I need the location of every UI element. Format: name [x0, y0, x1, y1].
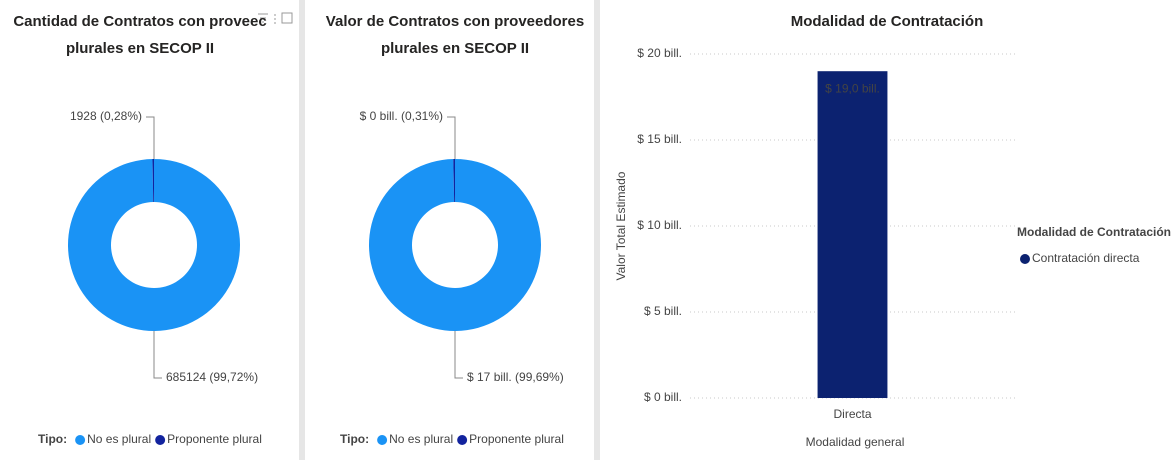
bar	[817, 71, 888, 398]
y-tick-label: $ 15 bill.	[637, 132, 682, 146]
focus-icon[interactable]	[281, 12, 293, 24]
legend-label: No es plural	[87, 432, 151, 446]
donut-slice	[67, 159, 240, 331]
y-tick-label: $ 20 bill.	[637, 46, 682, 60]
leader-line	[146, 116, 155, 159]
data-label: 1928 (0,28%)	[70, 109, 142, 123]
chart-title: Modalidad de Contratación	[791, 13, 984, 30]
data-label: $ 17 bill. (99,69%)	[467, 370, 564, 384]
data-label: $ 0 bill. (0,31%)	[360, 109, 443, 123]
x-tick-label: Directa	[833, 407, 871, 421]
y-axis-label: Valor Total Estimado	[614, 171, 628, 280]
data-label: 685124 (99,72%)	[166, 370, 258, 384]
legend-label: No es plural	[389, 432, 453, 446]
filter-icon[interactable]	[258, 13, 268, 23]
y-tick-label: $ 0 bill.	[644, 390, 682, 404]
legend-title: Tipo:	[340, 432, 369, 446]
leader-line	[447, 116, 456, 159]
chart-title: plurales en SECOP II	[381, 40, 529, 57]
donut-slice	[369, 159, 542, 331]
legend-marker	[75, 435, 86, 445]
chart-title: Valor de Contratos con proveedores	[326, 13, 584, 30]
legend-label: Proponente plural	[469, 432, 564, 446]
legend-title: Tipo:	[38, 432, 67, 446]
legend-label: Proponente plural	[167, 432, 262, 446]
y-tick-label: $ 10 bill.	[637, 218, 682, 232]
chart-title: Cantidad de Contratos con proveec	[13, 13, 266, 30]
separator	[594, 0, 600, 460]
donut-slice	[152, 159, 154, 203]
legend-title: Modalidad de Contratación	[1017, 225, 1171, 239]
legend-marker	[1020, 254, 1030, 264]
donut-slice	[453, 159, 455, 203]
chart-title: plurales en SECOP II	[66, 40, 214, 57]
leader-line	[454, 331, 463, 379]
data-label: $ 19,0 bill.	[825, 81, 880, 95]
separator	[299, 0, 305, 460]
y-tick-label: $ 5 bill.	[644, 304, 682, 318]
visual-header-icons[interactable]	[258, 12, 293, 24]
legend-label: Contratación directa	[1032, 251, 1140, 265]
legend-marker	[457, 435, 468, 445]
leader-line	[153, 331, 162, 379]
legend-marker	[377, 435, 388, 445]
legend-marker	[155, 435, 166, 445]
x-axis-label: Modalidad general	[806, 435, 905, 449]
